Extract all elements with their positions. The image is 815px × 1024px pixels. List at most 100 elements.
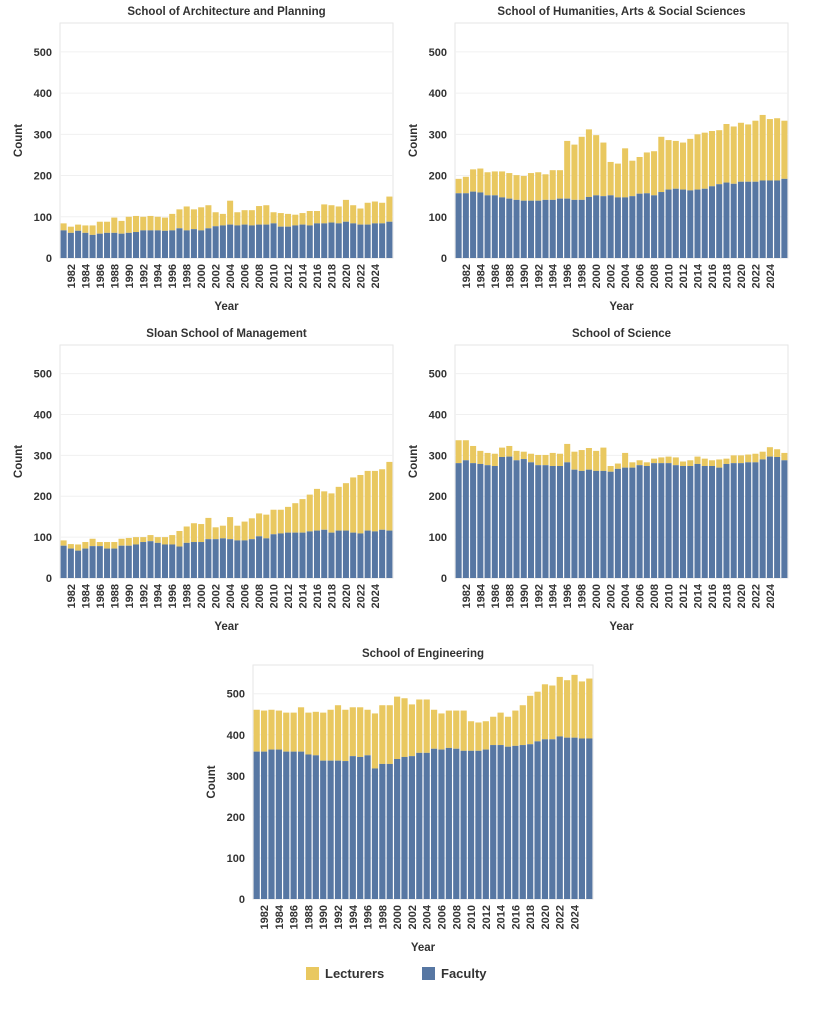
y-tick-label: 400	[429, 409, 447, 421]
bar-lecturers-2007	[643, 462, 650, 466]
bar-faculty-2020	[541, 739, 549, 899]
bar-faculty-1987	[104, 232, 111, 258]
x-tick-label: 1994	[548, 263, 560, 288]
bar-faculty-2016	[313, 223, 321, 258]
bar-lecturers-1991	[132, 215, 140, 233]
bar-faculty-1984	[477, 463, 484, 578]
legend-item-lecturers[interactable]: Lecturers	[306, 966, 384, 981]
bar-lecturers-2025	[578, 681, 586, 739]
bar-faculty-1988	[305, 754, 312, 899]
bar-faculty-1989	[118, 545, 125, 578]
x-tick-label: 1994	[153, 583, 165, 608]
bar-faculty-2014	[694, 463, 701, 578]
bar-lecturers-2012	[482, 721, 489, 750]
bar-faculty-1998	[183, 230, 190, 258]
chart-title: School of Engineering	[362, 648, 484, 660]
bar-faculty-1995	[357, 756, 364, 899]
legend-item-faculty[interactable]: Faculty	[422, 966, 487, 981]
x-tick-label: 1986	[490, 264, 502, 288]
bar-faculty-1999	[190, 542, 197, 578]
bar-lecturers-2015	[306, 494, 313, 532]
bar-lecturers-2023	[364, 202, 371, 225]
y-tick-label: 100	[34, 212, 52, 224]
bar-lecturers-2014	[299, 499, 306, 533]
bar-faculty-1990	[520, 459, 527, 578]
bar-faculty-1985	[484, 465, 491, 578]
bar-lecturers-2021	[350, 477, 357, 533]
bar-lecturers-1982	[462, 440, 469, 461]
bar-lecturers-1985	[89, 538, 96, 547]
bar-faculty-2006	[241, 224, 248, 258]
bar-lecturers-2002	[212, 527, 219, 540]
bar-lecturers-2005	[234, 525, 241, 541]
x-tick-label: 2012	[481, 905, 493, 929]
x-tick-label: 1986	[95, 584, 107, 608]
bar-faculty-1994	[154, 230, 161, 258]
bar-lecturers-1982	[67, 226, 74, 233]
x-axis-label: Year	[214, 301, 239, 313]
bar-faculty-2009	[460, 750, 467, 899]
bar-lecturers-1994	[349, 707, 356, 757]
bar-faculty-2022	[357, 224, 364, 258]
bar-faculty-2008	[256, 224, 263, 258]
x-tick-label: 1986	[95, 264, 107, 288]
bar-lecturers-2008	[651, 458, 658, 464]
x-tick-label: 2016	[707, 584, 719, 608]
bar-faculty-2008	[651, 195, 658, 258]
plot-frame	[59, 344, 394, 579]
bar-faculty-2007	[643, 193, 650, 258]
bar-lecturers-2002	[212, 212, 219, 227]
x-tick-label: 1996	[363, 905, 375, 929]
x-axis-label: Year	[609, 621, 634, 633]
bar-faculty-1993	[542, 465, 549, 578]
bar-faculty-2021	[745, 462, 752, 578]
bar-lecturers-2002	[408, 704, 416, 757]
y-tick-label: 300	[34, 129, 52, 141]
legend-label-lecturers: Lecturers	[325, 966, 385, 981]
bar-lecturers-1989	[118, 220, 125, 234]
x-tick-label: 2010	[269, 264, 281, 288]
bar-lecturers-2019	[730, 126, 737, 184]
bar-faculty-1997	[571, 199, 578, 258]
bar-faculty-1997	[571, 469, 578, 578]
x-tick-label: 2004	[620, 263, 632, 288]
bar-faculty-1987	[499, 197, 506, 258]
chart-humanities: 0 100 200 300 400 500 School of Humanities, Ar…	[392, 0, 815, 320]
bar-lecturers-1981	[253, 709, 260, 752]
bar-lecturers-2015	[701, 132, 708, 189]
x-tick-label: 2018	[721, 264, 733, 288]
bar-faculty-1986	[290, 751, 297, 899]
bar-lecturers-2026	[781, 120, 788, 179]
x-tick-label: 2012	[283, 584, 295, 608]
bar-lecturers-1992	[535, 454, 542, 466]
bar-lecturers-2006	[438, 713, 445, 750]
x-tick-label: 1994	[348, 904, 360, 929]
bar-lecturers-2008	[453, 710, 460, 749]
bar-lecturers-2009	[263, 514, 270, 539]
x-tick-label: 1982	[461, 264, 473, 288]
bar-faculty-2008	[453, 748, 460, 899]
bar-lecturers-2010	[665, 456, 672, 464]
bar-lecturers-2026	[586, 678, 593, 739]
bar-lecturers-2010	[270, 509, 277, 535]
bar-lecturers-2003	[219, 213, 226, 226]
bar-lecturers-1984	[82, 225, 89, 233]
bar-lecturers-2010	[665, 140, 672, 190]
bar-lecturers-1995	[357, 707, 364, 757]
bar-faculty-2002	[212, 226, 219, 258]
bar-lecturers-1995	[556, 453, 563, 466]
bar-lecturers-2003	[614, 463, 621, 469]
bar-lecturers-2007	[445, 710, 452, 748]
bar-lecturers-2015	[306, 211, 313, 226]
bar-faculty-2020	[342, 221, 349, 258]
bar-faculty-2012	[482, 749, 489, 899]
x-tick-label: 1990	[318, 905, 330, 929]
y-tick-label: 400	[34, 88, 52, 100]
bar-lecturers-2001	[600, 447, 607, 471]
bar-faculty-2022	[556, 736, 563, 899]
x-tick-label: 2014	[298, 263, 310, 288]
y-axis-label: Count	[408, 445, 420, 478]
bar-lecturers-2004	[227, 200, 234, 225]
bar-faculty-2007	[248, 539, 255, 578]
bar-faculty-2001	[205, 539, 212, 578]
